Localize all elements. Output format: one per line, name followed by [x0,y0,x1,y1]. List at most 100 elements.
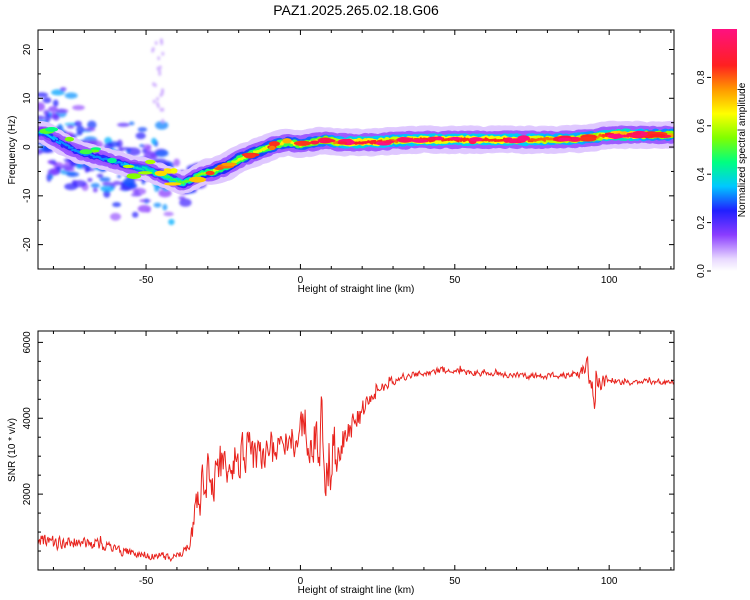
y-tick-label: 20 [22,44,33,56]
noise-blob [117,174,122,179]
ridge-peak [503,138,510,143]
ridge-segment [179,180,185,185]
noise-blob [137,127,148,132]
noise-blob [142,148,148,154]
noise-blob [66,171,80,178]
noise-blob [87,177,93,182]
noise-blob [153,158,166,163]
noise-blob [100,185,115,192]
noise-blob [154,41,158,45]
noise-blob [152,82,155,87]
noise-blob [154,185,160,192]
x-tick-label: 0 [298,576,304,587]
ridge-segment [49,135,56,141]
noise-blob [173,158,180,167]
ridge-segment [367,140,374,145]
spectrogram-ylabel: Frequency (Hz) [7,116,18,185]
ridge-peak [383,140,395,144]
ridge-peak [154,170,167,177]
noise-blob [38,92,49,98]
ridge-segment [376,139,383,143]
snr-frame [37,330,675,571]
ridge-segment [623,134,630,138]
ridge-peak [126,173,142,180]
noise-blob [163,211,174,217]
noise-blob [151,137,157,145]
noise-blob [90,183,101,188]
noise-blob [156,66,160,71]
noise-blob [117,148,124,152]
noise-blob [96,173,104,178]
noise-blob [162,204,168,211]
noise-blob [152,99,156,104]
ridge-segment [163,175,170,179]
snr-ylabel: SNR (10 * v/v) [7,418,18,482]
colorbar: 0.0 0.2 0.4 0.6 0.8 Normalized spectral ampl… [696,29,748,278]
snr-panel: -50 0 50 100 2000 4000 6000 Height of straight… [7,330,675,596]
colorbar-gradient [712,29,737,271]
colorbar-tick-label: 0.6 [696,118,707,132]
ridge-segment [142,166,148,170]
colorbar-tick-label: 0.0 [696,264,707,278]
ridge-peak [170,168,178,174]
noise-blob [156,96,159,101]
ridge-segment [182,179,188,184]
snr-series [38,355,674,563]
noise-blob [64,183,78,191]
noise-blob [157,56,161,61]
ridge-peak [122,164,135,169]
noise-blob [92,187,98,193]
noise-blob [161,118,165,123]
x-tick-label: -50 [139,576,154,587]
noise-blob [107,141,120,148]
ridge-segment [481,138,488,142]
y-tick-label: 6000 [22,331,33,354]
noise-blob [52,99,59,107]
ridge-segment [55,140,62,145]
ridge-peak [214,167,224,170]
ridge-segment [422,137,429,141]
ridge-peak [282,138,292,144]
x-tick-label: 50 [449,275,461,286]
noise-blob [158,71,162,76]
noise-blob [168,218,175,226]
noise-blob [76,125,85,134]
colorbar-ticks: 0.0 0.2 0.4 0.6 0.8 [696,70,711,278]
ridge-segment [77,151,83,156]
ridge-peaks [39,126,672,186]
noise-blob [130,193,142,197]
colorbar-tick-label: 0.8 [696,70,707,84]
noise-blob [59,87,67,92]
noise-blob [155,121,169,130]
ridge-segment [52,135,59,141]
ridge-peak [578,136,597,142]
noise-blob [38,115,46,120]
noise-blob [158,189,172,198]
noise-blob [74,120,82,127]
noise-blob [135,132,146,140]
ridge-peak [412,139,429,143]
ridge-peak [337,141,348,145]
noise-blob [66,124,75,129]
noise-blob [112,202,121,208]
ridge-segment [120,163,127,167]
noise-blob [49,174,54,180]
spectrogram-panel: -50 0 50 100 -20 -10 0 10 20 Height of straight … [7,29,675,295]
ridge-peak [293,140,312,146]
ridge-peak [324,139,336,143]
noise-blob [156,101,159,106]
noise-blob [44,114,51,123]
noise-blob [47,160,53,164]
ridge-peak [449,136,462,141]
y-tick-label: 0 [22,144,33,150]
ridge-segment [89,153,96,158]
ridge-segment [539,137,547,142]
x-tick-label: 100 [601,576,618,587]
ridge-peak [163,168,172,172]
noise-blob [87,120,97,129]
snr-xlabel: Height of straight line (km) [298,585,415,596]
noise-blob [55,108,69,114]
noise-blob [127,182,138,189]
spectrogram-xlabel: Height of straight line (km) [298,284,415,295]
noise-blob [159,38,163,43]
